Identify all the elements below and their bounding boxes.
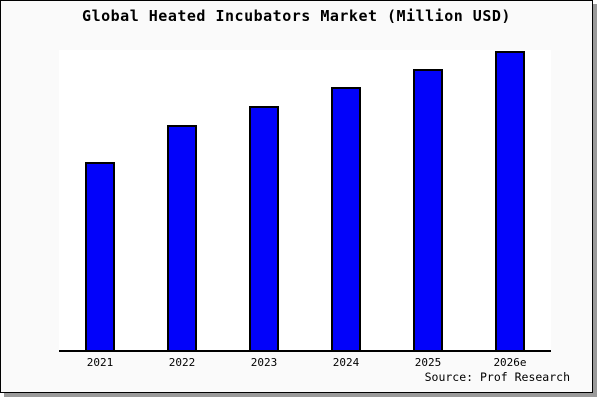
bar-slot-2026e	[469, 50, 551, 350]
bar-slot-2022	[141, 50, 223, 350]
bar-2026e	[495, 51, 525, 350]
source-credit: Source: Prof Research	[424, 370, 570, 384]
x-tick-label-2021: 2021	[86, 356, 114, 369]
chart-frame: Global Heated Incubators Market (Million…	[0, 0, 593, 393]
bar-2024	[331, 87, 361, 350]
x-tick-label-2023: 2023	[250, 356, 278, 369]
bar-2025	[413, 69, 443, 350]
bar-series	[59, 50, 551, 350]
x-tick-label-2025: 2025	[414, 356, 442, 369]
bar-2022	[167, 125, 197, 350]
x-tick-label-2026e: 2026e	[493, 356, 527, 369]
bar-2021	[85, 162, 115, 350]
x-tick-label-2024: 2024	[332, 356, 360, 369]
bar-slot-2021	[59, 50, 141, 350]
bar-slot-2023	[223, 50, 305, 350]
plot-area	[59, 50, 551, 352]
bar-2023	[249, 106, 279, 350]
chart-title: Global Heated Incubators Market (Million…	[82, 7, 511, 25]
x-tick-label-2022: 2022	[168, 356, 196, 369]
bar-slot-2025	[387, 50, 469, 350]
bar-slot-2024	[305, 50, 387, 350]
x-axis-labels: 2021 2022 2023 2024 2025 2026e	[59, 356, 551, 369]
